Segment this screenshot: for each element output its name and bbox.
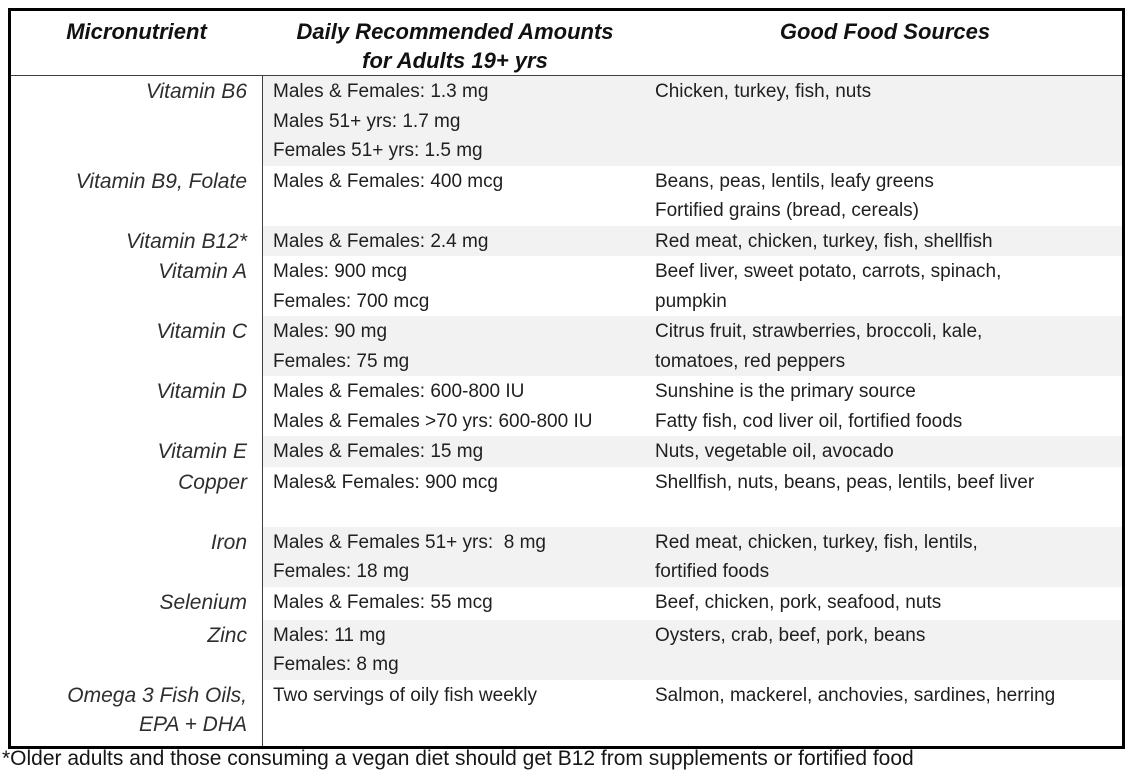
sources-cell: Beef, chicken, pork, seafood, nuts: [655, 591, 942, 613]
micronutrient-name: Vitamin E: [11, 436, 262, 467]
table-header-row: Micronutrient Daily Recommended Amounts …: [11, 11, 1122, 76]
table-row: Vitamin B6 Males & Females: 1.3 mg Males…: [11, 76, 1122, 166]
sources-cell: Beef liver, sweet potato, carrots, spina…: [655, 261, 1002, 312]
micronutrient-name: Vitamin B9, Folate: [11, 165, 262, 226]
table-row: Iron Males & Females 51+ yrs: 8 mg Femal…: [11, 526, 1122, 587]
amounts-cell: Males & Females: 55 mcg: [262, 586, 648, 620]
sources-cell: Salmon, mackerel, anchovies, sardines, h…: [655, 684, 1056, 706]
table-row: Vitamin B12* Males & Females: 2.4 mg Red…: [11, 225, 1122, 256]
micronutrient-name: Vitamin C: [11, 316, 262, 376]
amounts-cell: Males & Females: 400 mcg: [262, 165, 648, 226]
micronutrient-name: Omega 3 Fish Oils, EPA + DHA: [11, 679, 262, 746]
amounts-cell: Males& Females: 900 mcg: [262, 466, 648, 527]
header-daily-amounts-line2: for Adults 19+ yrs: [362, 48, 548, 73]
amounts-cell: Males: 90 mg Females: 75 mg: [262, 316, 648, 376]
amounts-cell: Two servings of oily fish weekly: [262, 679, 648, 746]
micronutrient-name: Copper: [11, 466, 262, 527]
sources-cell: Shellfish, nuts, beans, peas, lentils, b…: [655, 471, 1035, 493]
table-body: Vitamin B6 Males & Females: 1.3 mg Males…: [11, 76, 1122, 746]
footnote: *Older adults and those consuming a vega…: [2, 747, 914, 770]
header-daily-amounts-line1: Daily Recommended Amounts: [296, 19, 614, 44]
amounts-cell: Males & Females: 2.4 mg: [262, 225, 648, 256]
table-row: Zinc Males: 11 mg Females: 8 mg Oysters,…: [11, 619, 1122, 680]
table-row: Vitamin D Males & Females: 600-800 IU Ma…: [11, 376, 1122, 436]
table-row: Copper Males& Females: 900 mcg Shellfish…: [11, 466, 1122, 527]
sources-cell: Oysters, crab, beef, pork, beans: [648, 619, 1122, 680]
amounts-cell: Males & Females: 1.3 mg Males 51+ yrs: 1…: [262, 76, 648, 166]
table-row: Vitamin E Males & Females: 15 mg Nuts, v…: [11, 436, 1122, 467]
sources-cell: Beans, peas, lentils, leafy greens Forti…: [655, 170, 934, 222]
table-row: Selenium Males & Females: 55 mcg Beef, c…: [11, 586, 1122, 620]
header-daily-amounts: Daily Recommended Amounts for Adults 19+…: [262, 15, 648, 75]
sources-cell: Nuts, vegetable oil, avocado: [648, 436, 1122, 467]
micronutrient-name: Vitamin A: [11, 256, 262, 316]
micronutrient-table: Micronutrient Daily Recommended Amounts …: [8, 8, 1125, 749]
table-row: Vitamin C Males: 90 mg Females: 75 mg Ci…: [11, 316, 1122, 376]
header-good-food-sources: Good Food Sources: [779, 19, 991, 44]
micronutrient-name: Vitamin B12*: [11, 225, 262, 256]
micronutrient-name: Selenium: [11, 586, 262, 620]
table-row: Vitamin B9, Folate Males & Females: 400 …: [11, 165, 1122, 226]
sources-cell: Sunshine is the primary source Fatty fis…: [655, 381, 963, 432]
amounts-cell: Males & Females: 600-800 IU Males & Fema…: [262, 376, 648, 436]
amounts-cell: Males & Females: 15 mg: [262, 436, 648, 467]
sources-cell: Chicken, turkey, fish, nuts: [648, 76, 1122, 166]
table-row: Omega 3 Fish Oils, EPA + DHA Two serving…: [11, 679, 1122, 746]
micronutrient-name: Iron: [11, 526, 262, 587]
micronutrient-name: Vitamin D: [11, 376, 262, 436]
amounts-cell: Males: 900 mcg Females: 700 mcg: [262, 256, 648, 316]
sources-cell: Red meat, chicken, turkey, fish, lentils…: [648, 526, 1122, 587]
sources-cell: Citrus fruit, strawberries, broccoli, ka…: [648, 316, 1122, 376]
header-micronutrient: Micronutrient: [66, 19, 207, 44]
amounts-cell: Males: 11 mg Females: 8 mg: [262, 619, 648, 680]
table-row: Vitamin A Males: 900 mcg Females: 700 mc…: [11, 256, 1122, 316]
amounts-cell: Males & Females 51+ yrs: 8 mg Females: 1…: [262, 526, 648, 587]
micronutrient-name: Zinc: [11, 619, 262, 680]
micronutrient-name: Vitamin B6: [11, 76, 262, 166]
sources-cell: Red meat, chicken, turkey, fish, shellfi…: [648, 225, 1122, 256]
